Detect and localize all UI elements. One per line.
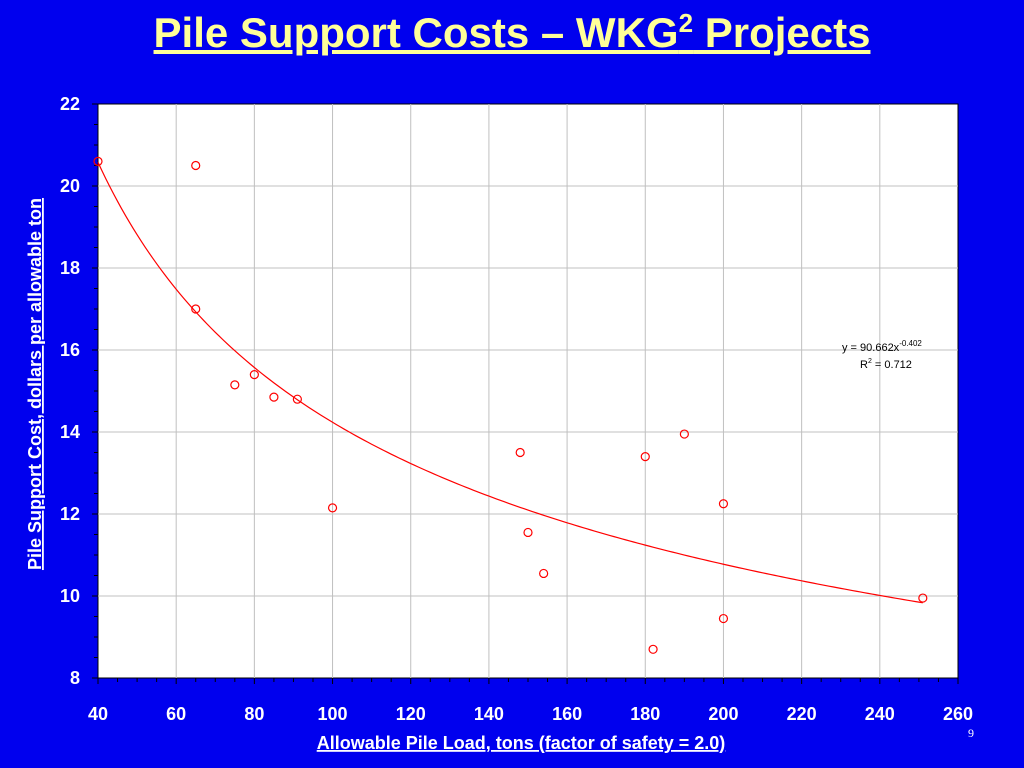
- x-tick-label: 60: [166, 704, 186, 724]
- y-tick-label: 20: [60, 176, 80, 196]
- data-point: [191, 160, 201, 171]
- equation-line: y = 90.662x-0.402: [842, 339, 922, 354]
- x-tick-label: 200: [708, 704, 738, 724]
- x-tick-label: 220: [787, 704, 817, 724]
- data-point: [640, 452, 650, 462]
- data-point: [292, 394, 302, 404]
- x-tick-label: 160: [552, 704, 582, 724]
- x-tick-label: 40: [88, 704, 108, 724]
- data-points: [93, 156, 928, 654]
- title-tail: Projects: [693, 9, 871, 56]
- r2-value: = 0.712: [872, 359, 912, 371]
- data-point: [539, 568, 549, 579]
- x-tick-label: 120: [396, 704, 426, 724]
- title-main: Pile Support Costs – WKG: [153, 9, 679, 56]
- data-point: [93, 156, 103, 166]
- y-tick-label: 12: [60, 504, 80, 524]
- slide-title: Pile Support Costs – WKG2 Projects: [0, 8, 1024, 57]
- y-axis-title: Pile Support Cost, dollars per allowable…: [25, 198, 45, 570]
- x-axis-title: Allowable Pile Load, tons (factor of saf…: [317, 733, 726, 753]
- r2-superscript: 2: [868, 358, 872, 365]
- y-tick-label: 14: [60, 422, 80, 442]
- x-tick-label: 240: [865, 704, 895, 724]
- y-axis-tick-labels: 8 10 12 14 16 18 20 22: [60, 94, 80, 688]
- minor-ticks: [92, 103, 959, 684]
- y-tick-label: 16: [60, 340, 80, 360]
- page-number: 9: [968, 726, 974, 740]
- x-tick-label: 180: [630, 704, 660, 724]
- y-tick-label: 18: [60, 258, 80, 278]
- power-trendline: [97, 162, 923, 604]
- x-tick-label: 100: [318, 704, 348, 724]
- data-point: [679, 429, 689, 439]
- data-point: [249, 370, 259, 380]
- plot-area: [97, 103, 959, 679]
- grid-lines: [98, 104, 958, 678]
- data-point: [718, 613, 729, 624]
- x-axis-tick-labels: 40 60 80 100 120 140 160 180 200 220 240 260: [88, 704, 973, 724]
- data-point: [523, 527, 533, 538]
- data-point: [191, 304, 201, 314]
- data-point: [718, 499, 729, 509]
- r-squared-line: R2 = 0.712: [860, 358, 912, 371]
- data-point: [327, 503, 338, 513]
- y-tick-label: 10: [60, 586, 80, 606]
- trendline-equation-label: y = 90.662x-0.402 R2 = 0.712: [842, 339, 922, 371]
- data-point: [230, 380, 240, 390]
- data-point: [918, 593, 928, 603]
- equation-text: y = 90.662x: [842, 342, 900, 354]
- y-tick-label: 22: [60, 94, 80, 114]
- y-tick-label: 8: [70, 668, 80, 688]
- data-point: [269, 392, 279, 402]
- title-superscript: 2: [678, 8, 694, 38]
- equation-exponent: -0.402: [899, 339, 922, 348]
- r2-prefix: R: [860, 359, 868, 371]
- x-tick-label: 260: [943, 704, 973, 724]
- x-tick-label: 80: [244, 704, 264, 724]
- x-tick-label: 140: [474, 704, 504, 724]
- data-point: [515, 447, 525, 458]
- data-point: [648, 644, 658, 654]
